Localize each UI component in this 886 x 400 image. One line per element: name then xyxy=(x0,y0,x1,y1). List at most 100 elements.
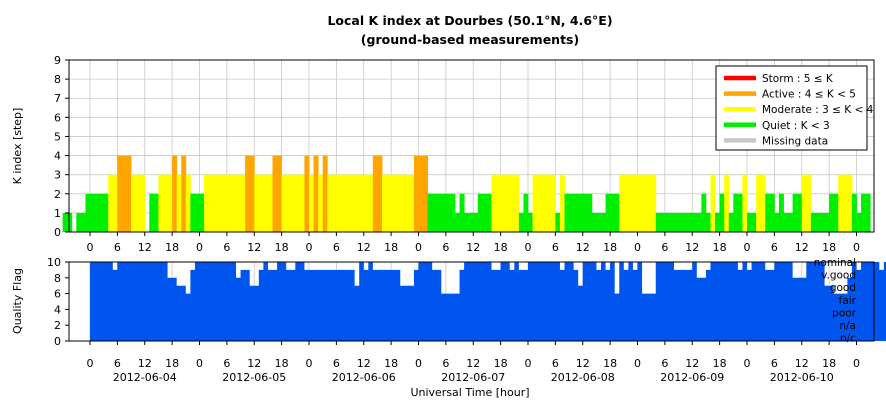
x-tick-label: 18 xyxy=(275,241,289,254)
date-label: 2012-06-04 xyxy=(113,371,177,384)
k-index-bar xyxy=(733,193,739,232)
x-tick-label: 18 xyxy=(384,241,398,254)
legend-label: Moderate : 3 ≤ K < 4 xyxy=(762,104,874,116)
k-index-bar xyxy=(423,155,429,232)
k-index-bar xyxy=(605,193,611,232)
k-index-bar xyxy=(368,174,374,232)
x-tick-label: 12 xyxy=(685,357,699,370)
k-index-bar xyxy=(117,155,123,232)
y-tick-label: 0 xyxy=(54,335,61,348)
k-index-bar xyxy=(477,193,483,232)
k-index-bar xyxy=(710,174,716,232)
y-tick-label: 9 xyxy=(54,54,61,67)
k-index-bar xyxy=(760,174,766,232)
k-index-bar xyxy=(304,155,310,232)
k-index-bar xyxy=(532,174,538,232)
k-index-bar xyxy=(240,174,246,232)
x-tick-label: 6 xyxy=(552,357,559,370)
k-index-bar xyxy=(131,174,137,232)
k-index-bar xyxy=(382,174,387,232)
x-tick-label: 6 xyxy=(771,357,778,370)
k-index-bar xyxy=(696,212,702,232)
k-index-bar xyxy=(267,174,273,232)
x-tick-label: 6 xyxy=(442,241,449,254)
k-index-bar xyxy=(391,174,397,232)
x-tick-label: 6 xyxy=(661,357,668,370)
flag-label: poor xyxy=(832,307,857,319)
x-tick-label: 6 xyxy=(333,357,340,370)
k-index-bar xyxy=(80,212,86,232)
k-index-bar xyxy=(445,193,451,232)
k-index-bar xyxy=(683,212,689,232)
k-index-bar xyxy=(309,174,314,232)
legend-label: Active : 4 ≤ K < 5 xyxy=(762,89,856,101)
y-tick-label: 5 xyxy=(54,130,61,143)
k-index-bar xyxy=(651,174,657,232)
k-index-bar xyxy=(701,193,707,232)
k-index-bar xyxy=(847,174,853,232)
k-index-bar xyxy=(705,212,711,232)
k-index-bar xyxy=(286,174,292,232)
k-index-bar xyxy=(204,174,210,232)
k-index-bar xyxy=(340,174,346,232)
k-index-bar xyxy=(851,193,857,232)
quality-flag-y-axis-label: Quality Flag xyxy=(11,268,24,334)
k-index-bar xyxy=(90,193,95,232)
y-tick-label: 4 xyxy=(54,150,61,163)
legend-label: Quiet : K < 3 xyxy=(762,120,830,132)
k-index-bar xyxy=(363,174,369,232)
x-tick-label: 12 xyxy=(357,241,371,254)
k-index-bar xyxy=(281,174,287,232)
k-index-bar xyxy=(464,212,470,232)
k-index-bar xyxy=(450,193,456,232)
x-tick-label: 18 xyxy=(165,241,179,254)
y-tick-label: 2 xyxy=(54,319,61,332)
k-index-bar xyxy=(806,174,812,232)
k-index-bar xyxy=(619,174,625,232)
k-index-bar xyxy=(528,212,533,232)
k-index-bar xyxy=(222,174,228,232)
k-index-bar xyxy=(350,174,356,232)
k-index-bar xyxy=(208,174,214,232)
x-tick-label: 18 xyxy=(275,357,289,370)
x-tick-label: 6 xyxy=(223,357,230,370)
k-index-bar xyxy=(400,174,406,232)
k-index-bar xyxy=(865,193,871,232)
x-tick-label: 12 xyxy=(357,357,371,370)
k-index-bar xyxy=(85,193,91,232)
k-index-bar xyxy=(587,193,593,232)
k-index-bar xyxy=(646,174,652,232)
k-index-bar xyxy=(642,174,648,232)
k-index-y-ticks: 0 1 2 3 4 5 6 7 8 9 xyxy=(54,54,69,239)
quality-flag-area xyxy=(90,262,886,341)
date-label: 2012-06-07 xyxy=(441,371,505,384)
x-tick-label: 0 xyxy=(525,241,532,254)
x-tick-label: 0 xyxy=(634,357,641,370)
k-index-bar xyxy=(176,174,182,232)
k-index-bar xyxy=(62,212,68,232)
x-tick-label: 0 xyxy=(306,241,313,254)
k-index-bar xyxy=(555,212,561,232)
k-index-bar xyxy=(354,174,360,232)
k-index-bar xyxy=(541,174,547,232)
x-tick-label: 12 xyxy=(466,241,480,254)
k-index-bar xyxy=(468,212,474,232)
k-index-bar xyxy=(140,174,146,232)
x-tick-label: 18 xyxy=(165,357,179,370)
x-tick-label: 0 xyxy=(87,357,94,370)
k-index-bar xyxy=(190,193,196,232)
x-tick-label: 6 xyxy=(333,241,340,254)
chart-subtitle: (ground-based measurements) xyxy=(361,32,579,47)
k-index-bar xyxy=(769,193,775,232)
k-index-bar xyxy=(455,212,460,232)
flag-label: fair xyxy=(839,295,857,307)
x-tick-label: 6 xyxy=(223,241,230,254)
x-tick-label: 12 xyxy=(247,357,261,370)
k-index-bar xyxy=(655,212,661,232)
k-index-bar xyxy=(395,174,401,232)
k-index-bar xyxy=(245,155,251,232)
k-index-bar xyxy=(199,193,205,232)
x-tick-label: 18 xyxy=(822,241,836,254)
k-index-bar xyxy=(413,155,419,232)
x-tick-label: 6 xyxy=(114,357,121,370)
